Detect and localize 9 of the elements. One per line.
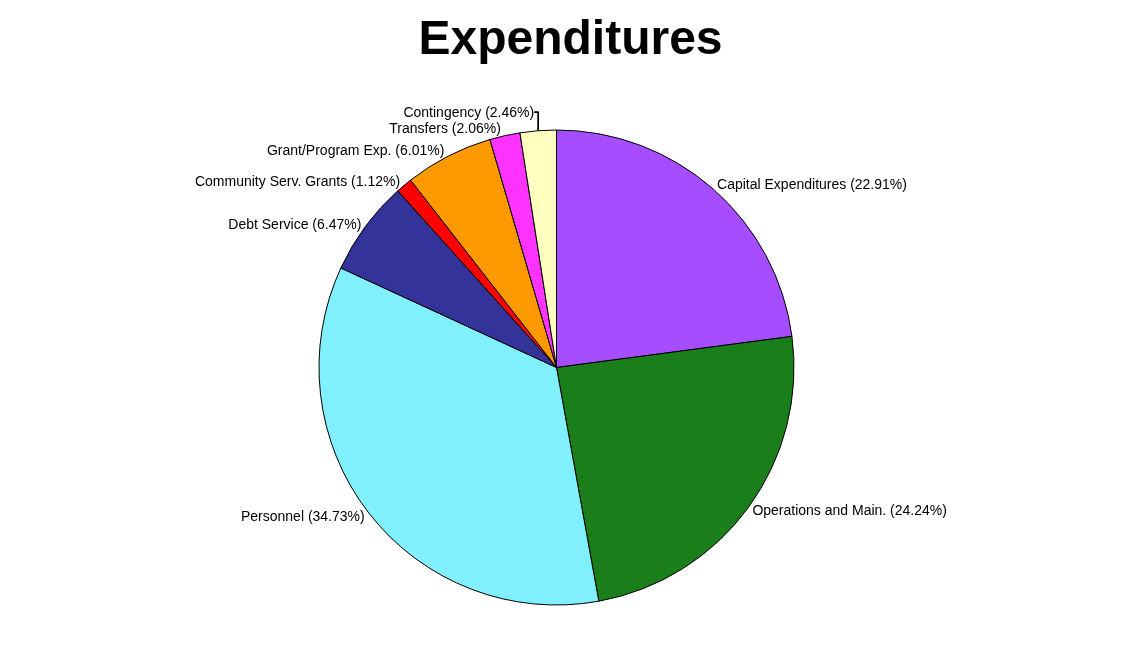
slice-label: Community Serv. Grants (1.12%) <box>194 172 401 189</box>
slice-label: Capital Expenditures (22.91%) <box>717 176 907 193</box>
slice-label: Contingency (2.46%) <box>403 104 535 121</box>
slice-label: Personnel (34.73%) <box>240 507 365 524</box>
slice-label: Transfers (2.06%) <box>389 120 501 137</box>
chart-title: Expenditures <box>418 10 723 64</box>
slice-label: Grant/Program Exp. (6.01%) <box>266 141 445 158</box>
slice-label: Operations and Main. (24.24%) <box>752 502 947 519</box>
slice-label: Debt Service (6.47%) <box>228 215 362 232</box>
